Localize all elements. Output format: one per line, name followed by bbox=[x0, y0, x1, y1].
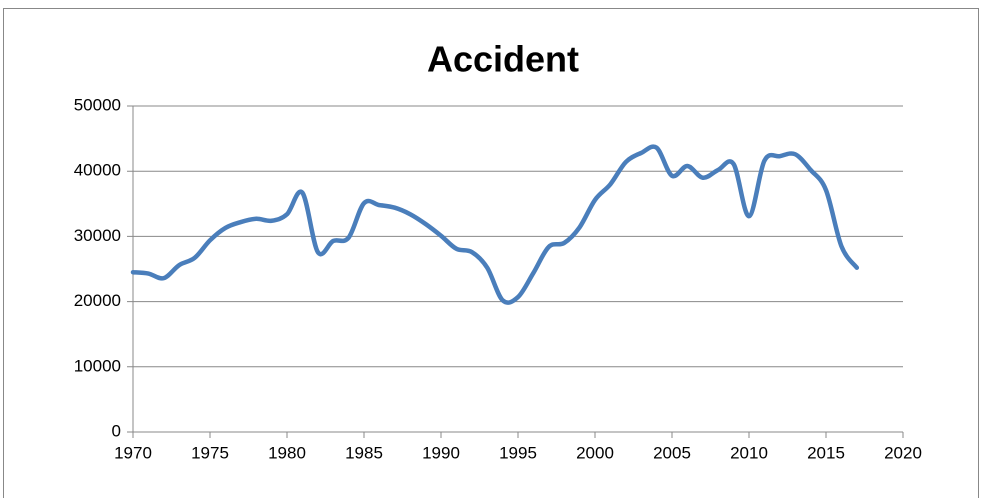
y-tick-label: 10000 bbox=[74, 356, 121, 375]
x-tick-label: 1985 bbox=[345, 443, 383, 462]
x-tick-label: 1970 bbox=[114, 443, 152, 462]
y-tick-label: 40000 bbox=[74, 161, 121, 180]
chart-border bbox=[3, 8, 979, 503]
x-tick-label: 2000 bbox=[576, 443, 614, 462]
x-tick-label: 2010 bbox=[730, 443, 768, 462]
chart-title: Accident bbox=[427, 39, 579, 80]
x-tick-label: 1995 bbox=[499, 443, 537, 462]
x-tick-label: 1980 bbox=[268, 443, 306, 462]
y-tick-label: 50000 bbox=[74, 95, 121, 114]
x-tick-label: 2020 bbox=[884, 443, 922, 462]
line bbox=[130, 144, 860, 305]
y-tick-label: 20000 bbox=[74, 291, 121, 310]
y-tick-label: 0 bbox=[112, 421, 121, 440]
x-tick-label: 1975 bbox=[191, 443, 229, 462]
x-tick-label: 2015 bbox=[807, 443, 845, 462]
x-tick-label: 1990 bbox=[422, 443, 460, 462]
y-tick-label: 30000 bbox=[74, 226, 121, 245]
x-tick-label: 2005 bbox=[653, 443, 691, 462]
